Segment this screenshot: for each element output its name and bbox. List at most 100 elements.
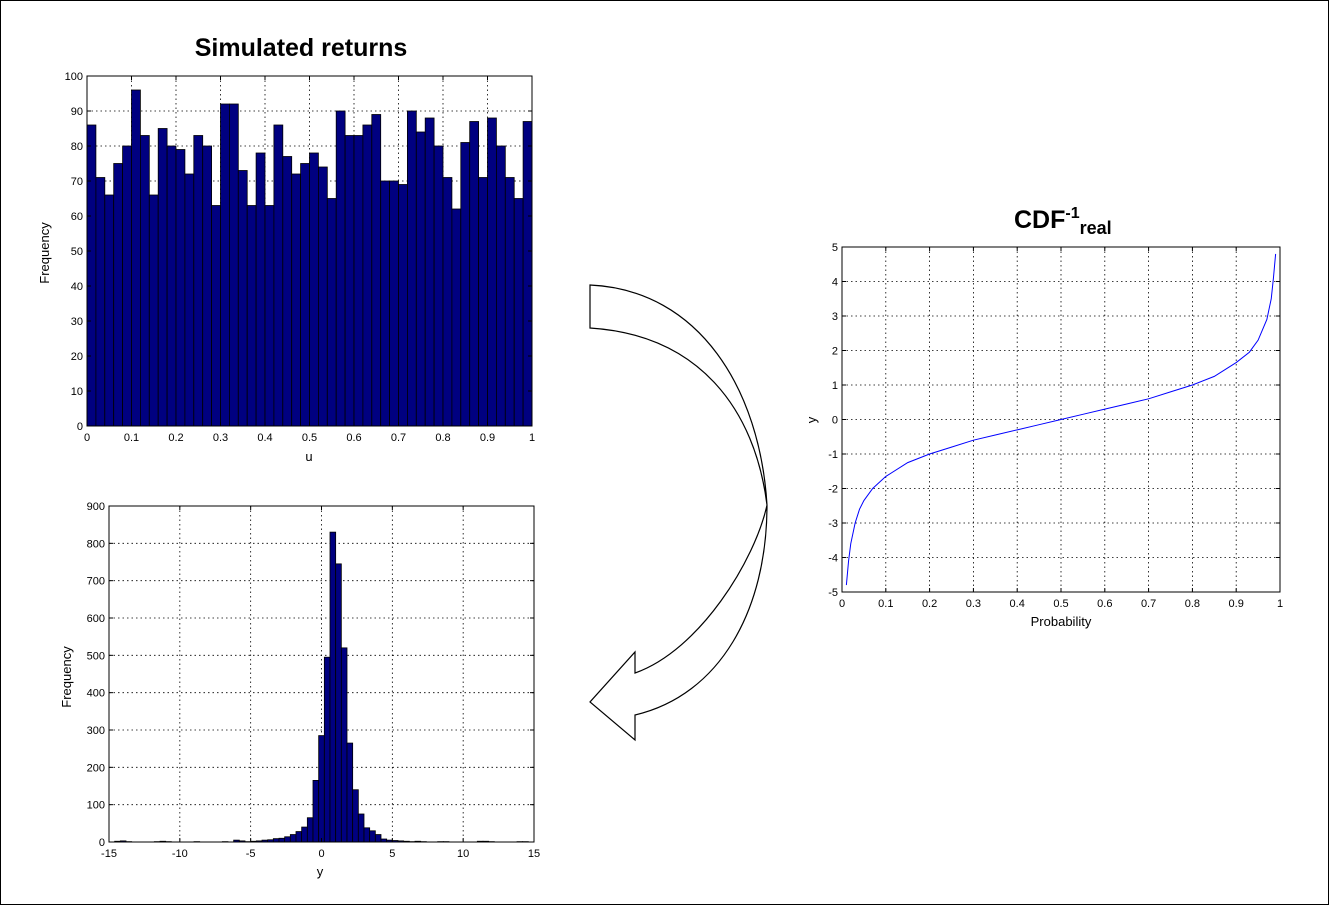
histogram-bar [184,173,195,427]
x-tick-label: 0.8 [1185,598,1200,610]
histogram-bar [353,135,364,427]
x-axis-label: Probability [1031,614,1092,629]
histogram-bar [442,177,453,427]
ticks: -15 -10 -5 0 5 10 15 0 100 200 300 400 500 600 700 800 9… [87,501,540,860]
x-tick-label: 0.4 [1010,598,1025,610]
histogram-bar [193,135,204,427]
x-tick-label: 0 [839,598,845,610]
x-tick-label: 0 [84,432,90,444]
x-tick-label: 0.6 [346,432,361,444]
histogram-bar [306,817,314,843]
histogram-bar [398,184,408,427]
y-tick-label: 60 [71,211,83,223]
y-axis-label: y [804,416,819,423]
y-axis-label: Frequency [59,646,74,708]
y-tick-label: 100 [65,71,83,83]
x-tick-label: 0.3 [213,432,228,444]
x-tick-label: -5 [246,848,256,860]
y-tick-label: -3 [828,518,838,530]
x-tick-label: 1 [1277,598,1283,610]
x-axis-label: y [317,864,324,879]
y-tick-label: 20 [71,351,83,363]
y-tick-label: 50 [71,246,83,258]
y-tick-label: 100 [87,800,105,812]
x-tick-label: 0.1 [124,432,139,444]
x-tick-label: 0.3 [966,598,981,610]
y-tick-label: 0 [832,415,838,427]
histogram-bar [478,177,488,427]
histogram-bar [175,149,186,427]
histogram-bar [362,124,373,427]
histogram-bar [357,813,365,843]
histogram-bar [139,135,150,427]
x-tick-label: -15 [101,848,117,860]
y-tick-label: 4 [832,277,838,289]
x-tick-label: 0.7 [1141,598,1156,610]
y-tick-label: 0 [77,421,83,433]
x-tick-label: 0.6 [1097,598,1112,610]
x-tick-label: 5 [389,848,395,860]
histogram-bar [86,124,97,427]
y-tick-label: 200 [87,762,105,774]
x-tick-label: 0.8 [435,432,450,444]
x-tick-label: 0.5 [1053,598,1068,610]
histogram-bar [389,180,399,427]
title-subscript: real [1080,218,1112,238]
histogram-bar [363,827,371,843]
histogram-bar [318,735,325,843]
chart-icdf: CDF-1real 0 0.1 0.2 0.3 0.4 0.5 0.6 0.7 0.8 0.9 1-… [804,205,1283,629]
y-axis-label: Frequency [37,222,52,284]
histogram-bar [451,208,462,427]
bars [86,89,533,427]
x-tick-label: 0.9 [1229,598,1244,610]
histogram-bar [326,198,337,427]
histogram-bar [131,89,141,427]
y-tick-label: 500 [87,650,105,662]
histogram-bar [113,163,123,427]
histogram-bar [284,836,291,843]
histogram-bar [246,205,257,427]
histogram-bar [406,110,417,427]
histogram-bar [148,194,159,427]
histogram-bar [317,166,328,427]
histogram-bar [504,177,515,427]
x-tick-label: 0.2 [168,432,183,444]
x-tick-label: 0.9 [480,432,495,444]
y-tick-label: 2 [832,346,838,358]
x-tick-label: 0.2 [922,598,937,610]
x-tick-label: 0.5 [302,432,317,444]
y-tick-label: -5 [828,587,838,599]
histogram-bar [344,135,355,427]
histogram-bar [335,110,346,427]
y-tick-label: 700 [87,576,105,588]
y-tick-label: -1 [828,449,838,461]
x-tick-label: -10 [172,848,188,860]
histogram-bar [157,128,168,427]
histogram-bar [433,145,444,427]
curved-arrow-icon [589,284,768,742]
histogram-bar [264,205,275,427]
histogram-bar [352,789,359,843]
histogram-bar [329,531,337,843]
x-tick-label: 1 [529,432,535,444]
histogram-bar [323,656,331,843]
x-tick-label: 0.1 [878,598,893,610]
y-tick-label: 900 [87,501,105,513]
y-tick-label: -4 [828,553,838,565]
y-tick-label: 80 [71,141,83,153]
histogram-bar [122,145,132,427]
y-tick-label: 400 [87,688,105,700]
y-tick-label: 300 [87,725,105,737]
histogram-bar [374,834,382,843]
chart-hist-u: Simulated returns 0 0.1 0.2 0.3 0.4 0.5 0.6 0.7… [37,34,535,464]
histogram-bar [300,163,310,427]
histogram-bar [309,152,319,427]
histogram-bar [513,198,524,427]
histogram-bar [346,742,354,843]
histogram-bar [415,131,426,427]
histogram-bar [228,103,239,427]
histogram-bar [291,173,302,427]
y-tick-label: -2 [828,484,838,496]
y-tick-label: 70 [71,176,83,188]
histogram-bar [369,830,376,843]
